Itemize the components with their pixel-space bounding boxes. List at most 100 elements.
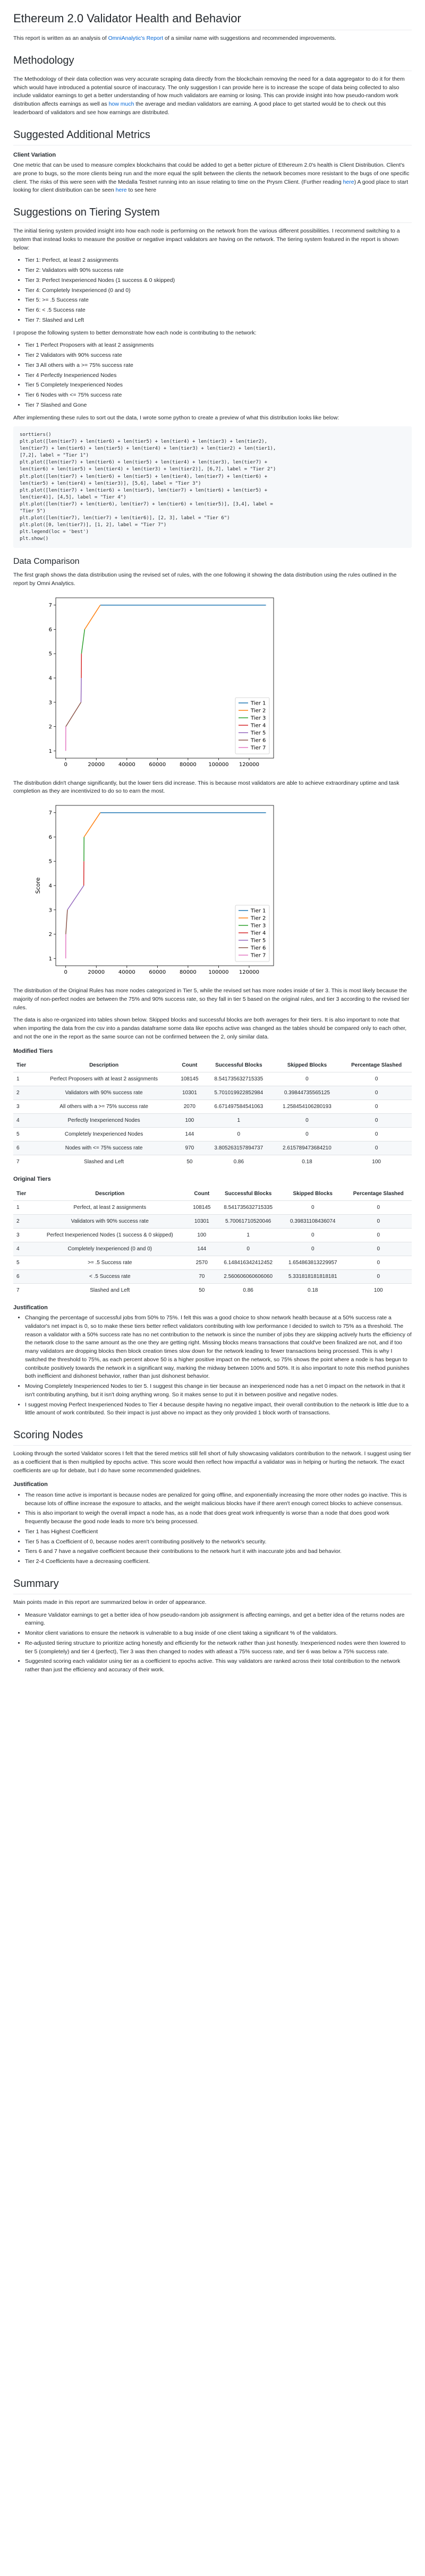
table-cell: 0 <box>273 1072 342 1086</box>
y-tick-label: 7 <box>49 810 52 816</box>
x-tick-label: 40000 <box>118 762 135 768</box>
list-item: Tier 4 Perfectly Inexperienced Nodes <box>25 372 412 380</box>
table-cell: 0 <box>341 1086 412 1100</box>
legend-label: Tier 6 <box>250 946 266 951</box>
table-cell: 1 <box>216 1227 280 1242</box>
table-cell: 0 <box>341 1113 412 1128</box>
legend-label: Tier 6 <box>250 737 266 743</box>
list-item: Moving Completely Inexperienced Nodes to… <box>25 1383 412 1399</box>
table-row: 1 Perfect, at least 2 assignments 108145 8.… <box>13 1200 412 1214</box>
y-tick-label: 4 <box>49 883 52 889</box>
table-cell: Nodes with <= 75% success rate <box>33 1141 175 1155</box>
column-header: Skipped Blocks <box>273 1059 342 1072</box>
table-cell: 144 <box>188 1241 216 1256</box>
list-item: I suggest moving Perfect Inexperienced N… <box>25 1401 412 1418</box>
x-tick-label: 60000 <box>149 762 166 768</box>
tiering-heading: Suggestions on Tiering System <box>13 204 412 223</box>
list-item: Suggested scoring each validator using t… <box>25 1658 412 1675</box>
x-tick-label: 120000 <box>239 969 259 975</box>
table-row: 5 >= .5 Success rate 2570 6.148416342412452… <box>13 1255 412 1269</box>
list-item: Tiers 6 and 7 have a negative coefficien… <box>25 1548 412 1556</box>
list-item: Tier 1: Perfect, at least 2 assignments <box>25 256 412 265</box>
justification-heading: Justification <box>13 1304 48 1311</box>
original-tiers-table: Tier Description Count Successful Blocks… <box>13 1187 412 1297</box>
series-line-tier-2 <box>83 812 101 837</box>
table-cell: Slashed and Left <box>33 1155 175 1169</box>
list-item: Tier 4: Completely Inexperienced (0 and … <box>25 287 412 295</box>
table-cell: 0.86 <box>205 1155 273 1169</box>
column-header: Count <box>188 1187 216 1201</box>
table-cell: 100 <box>341 1155 412 1169</box>
table-row: 4 Completely Inexperienced (0 and 0) 144 0 0… <box>13 1241 412 1256</box>
table-cell: Validators with 90% success rate <box>32 1214 188 1228</box>
client-distribution-link[interactable]: here <box>115 187 127 194</box>
table-row: 2 Validators with 90% success rate 10301 5.… <box>13 1086 412 1100</box>
table-cell: 2.615789473684210 <box>273 1141 342 1155</box>
x-tick-label: 60000 <box>149 969 166 975</box>
column-header: Description <box>33 1059 175 1072</box>
legend-label: Tier 3 <box>250 923 266 929</box>
suggested-metrics-heading: Suggested Additional Metrics <box>13 127 412 145</box>
modified-tiers-heading: Modified Tiers <box>13 1047 53 1054</box>
client-variation-paragraph: One metric that can be used to measure c… <box>13 162 410 194</box>
further-reading-link[interactable]: here <box>343 178 354 185</box>
x-tick-label: 100000 <box>208 762 228 768</box>
table-row: 4 Perfectly Inexperienced Nodes 100 1 0 0 <box>13 1113 412 1128</box>
series-line-tier-3 <box>81 629 86 654</box>
series-line-tier-5 <box>67 885 84 911</box>
table-row: 3 Perfect Inexperienced Nodes (1 success … <box>13 1227 412 1242</box>
table-cell: 0.39844735565125 <box>273 1086 342 1100</box>
table-cell: 10301 <box>174 1086 205 1100</box>
justification-list: Changing the percentage of successful jo… <box>13 1314 412 1418</box>
table-cell: All others with a >= 75% success rate <box>33 1100 175 1114</box>
omnianalytics-report-link[interactable]: OmniAnalytic's Report <box>108 35 164 41</box>
modified-tiers-body: 1 Perfect Proposers with at least 2 assig… <box>13 1072 412 1169</box>
y-tick-label: 7 <box>49 603 52 608</box>
y-tick-label: 4 <box>49 675 52 681</box>
table-cell: 1.654863813229957 <box>280 1255 345 1269</box>
series-line-tier-6 <box>65 701 82 727</box>
scoring-paragraph: Looking through the sorted Validator sco… <box>13 1450 411 1474</box>
table-cell: 5.331818181818181 <box>280 1269 345 1283</box>
original-tiers-heading: Original Tiers <box>13 1176 51 1182</box>
table-cell: 0.86 <box>216 1283 280 1297</box>
table-cell: 1 <box>13 1200 32 1214</box>
table-cell: Perfectly Inexperienced Nodes <box>33 1113 175 1128</box>
proposed-tier-list: Tier 1 Perfect Proposers with at least 2… <box>13 341 412 409</box>
table-cell: 0 <box>345 1241 412 1256</box>
y-axis-label: Score <box>35 877 41 894</box>
original-tier-list: Tier 1: Perfect, at least 2 assignments … <box>13 256 412 324</box>
column-header: Tier <box>13 1187 32 1201</box>
table-row: 3 All others with a >= 75% success rate 20… <box>13 1100 412 1114</box>
legend-label: Tier 7 <box>250 745 266 751</box>
list-item: Tier 5: >= .5 Success rate <box>25 296 412 305</box>
table-cell: 3.805263157894737 <box>205 1141 273 1155</box>
list-item: Tier 6 Nodes with <= 75% success rate <box>25 391 412 400</box>
x-tick-label: 0 <box>64 762 67 768</box>
table-cell: 5.701019922852984 <box>205 1086 273 1100</box>
column-header: Percentage Slashed <box>341 1059 412 1072</box>
table-cell: 0 <box>341 1072 412 1086</box>
tiering-paragraph-3: After implementing these rules to sort o… <box>13 414 339 421</box>
table-row: 6 < .5 Success rate 70 2.560606060606060 5.3… <box>13 1269 412 1283</box>
table-cell: 3 <box>13 1227 32 1242</box>
tiering-paragraph-1: The initial tiering system provided insi… <box>13 228 400 251</box>
table-row: 6 Nodes with <= 75% success rate 970 3.8052… <box>13 1141 412 1155</box>
legend-label: Tier 1 <box>250 700 266 706</box>
y-tick-label: 3 <box>49 907 52 913</box>
methodology-paragraph: The Methodology of their data collection… <box>13 75 405 116</box>
table-row: 2 Validators with 90% success rate 10301 5.… <box>13 1214 412 1228</box>
table-row: 5 Completely Inexperienced Nodes 144 0 0 0 <box>13 1127 412 1141</box>
how-much-link[interactable]: how much <box>108 101 134 107</box>
tiering-paragraph-2: I propose the following system to better… <box>13 329 257 336</box>
table-cell: 5.70061710520046 <box>216 1214 280 1228</box>
table-cell: Perfect, at least 2 assignments <box>32 1200 188 1214</box>
table-cell: 2570 <box>188 1255 216 1269</box>
data-comparison-paragraph-4: The data is also re-organized into table… <box>13 1017 407 1040</box>
table-cell: 6 <box>13 1141 33 1155</box>
modified-tiers-table: Tier Description Count Successful Blocks… <box>13 1059 412 1169</box>
table-cell: 0 <box>345 1214 412 1228</box>
list-item: The reason time active is important is b… <box>25 1491 412 1508</box>
column-header: Description <box>32 1187 188 1201</box>
